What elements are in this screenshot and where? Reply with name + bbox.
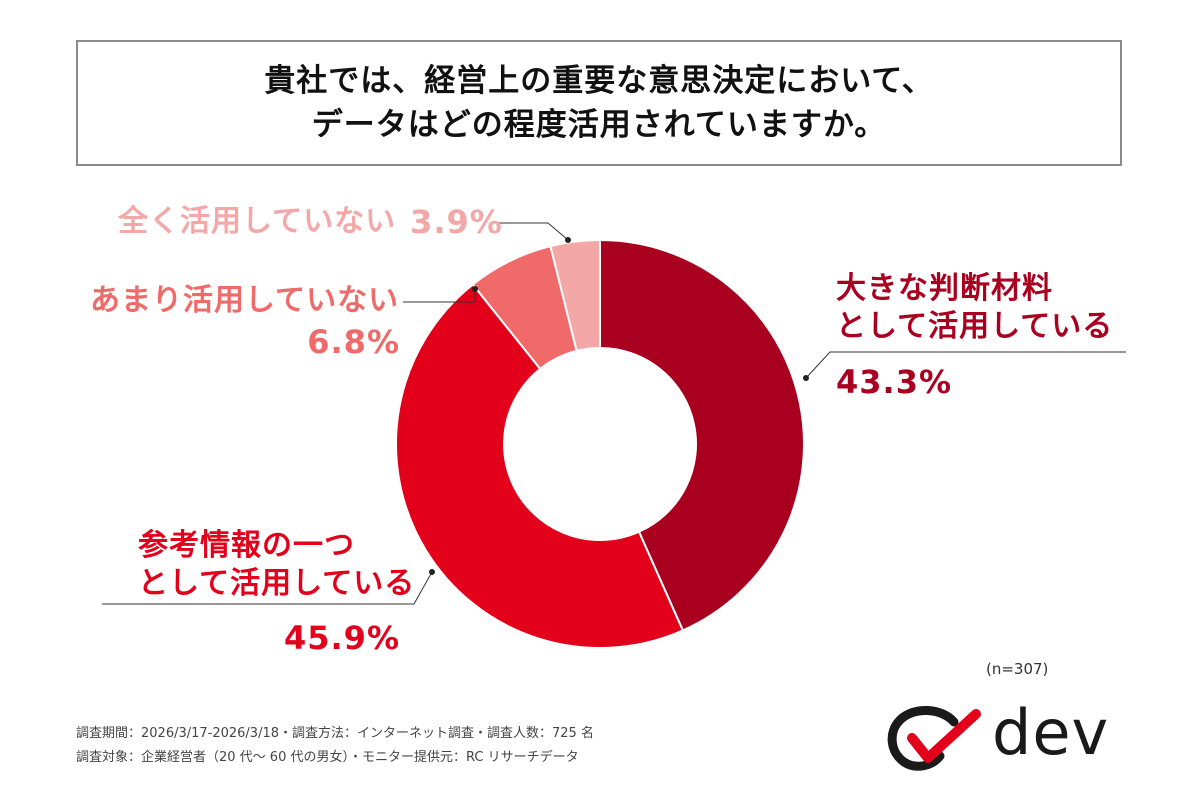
leader-reference — [102, 571, 433, 605]
leader-reference-dot — [429, 569, 435, 575]
pct-major-input: 43.3% — [836, 363, 953, 401]
dev-logo-text: dev — [992, 696, 1110, 769]
leader-major-input-dot — [803, 375, 809, 381]
pct-rarely: 6.8% — [307, 323, 400, 361]
leader-rarely — [403, 289, 476, 303]
pct-never: 3.9% — [410, 203, 503, 241]
label-reference-line-1: 参考情報の一つ — [138, 528, 355, 563]
label-never-text: 全く活用していない — [118, 204, 397, 239]
pct-reference: 45.9% — [283, 619, 400, 657]
label-reference-line-2: として活用している — [138, 566, 416, 601]
footer-target-info: 調査対象：企業経営者（20 代～ 60 代の男女）・モニター提供元：RC リサー… — [76, 750, 579, 765]
leader-rarely-dot — [472, 286, 478, 292]
slice-major-input — [599, 238, 805, 632]
label-major-input-line-2: として活用している — [836, 309, 1114, 344]
title-line-2: データはどの程度活用されていますか。 — [311, 107, 887, 143]
footer-survey-info: 調査期間：2026/3/17-2026/3/18・調査方法：インターネット調査・… — [76, 726, 594, 741]
title-line-1: 貴社では、経営上の重要な意思決定において、 — [264, 63, 934, 99]
sample-size-note: (n=307) — [986, 660, 1049, 678]
label-major-input: 大きな判断材料 として活用している — [836, 270, 1113, 346]
label-major-input-line-1: 大きな判断材料 — [836, 271, 1053, 306]
leader-major-input — [805, 351, 1126, 379]
leader-never — [496, 222, 569, 241]
dev-logo-mark-icon — [887, 705, 981, 771]
label-rarely: あまり活用していない — [90, 283, 400, 318]
leader-never-dot — [565, 237, 571, 243]
slice-reference — [395, 283, 685, 649]
label-reference: 参考情報の一つ として活用している — [138, 527, 416, 603]
title-box: 貴社では、経営上の重要な意思決定において、 データはどの程度活用されていますか。 — [76, 40, 1122, 166]
label-never: 全く活用していない 3.9% — [118, 203, 503, 241]
slice-never — [549, 238, 601, 353]
